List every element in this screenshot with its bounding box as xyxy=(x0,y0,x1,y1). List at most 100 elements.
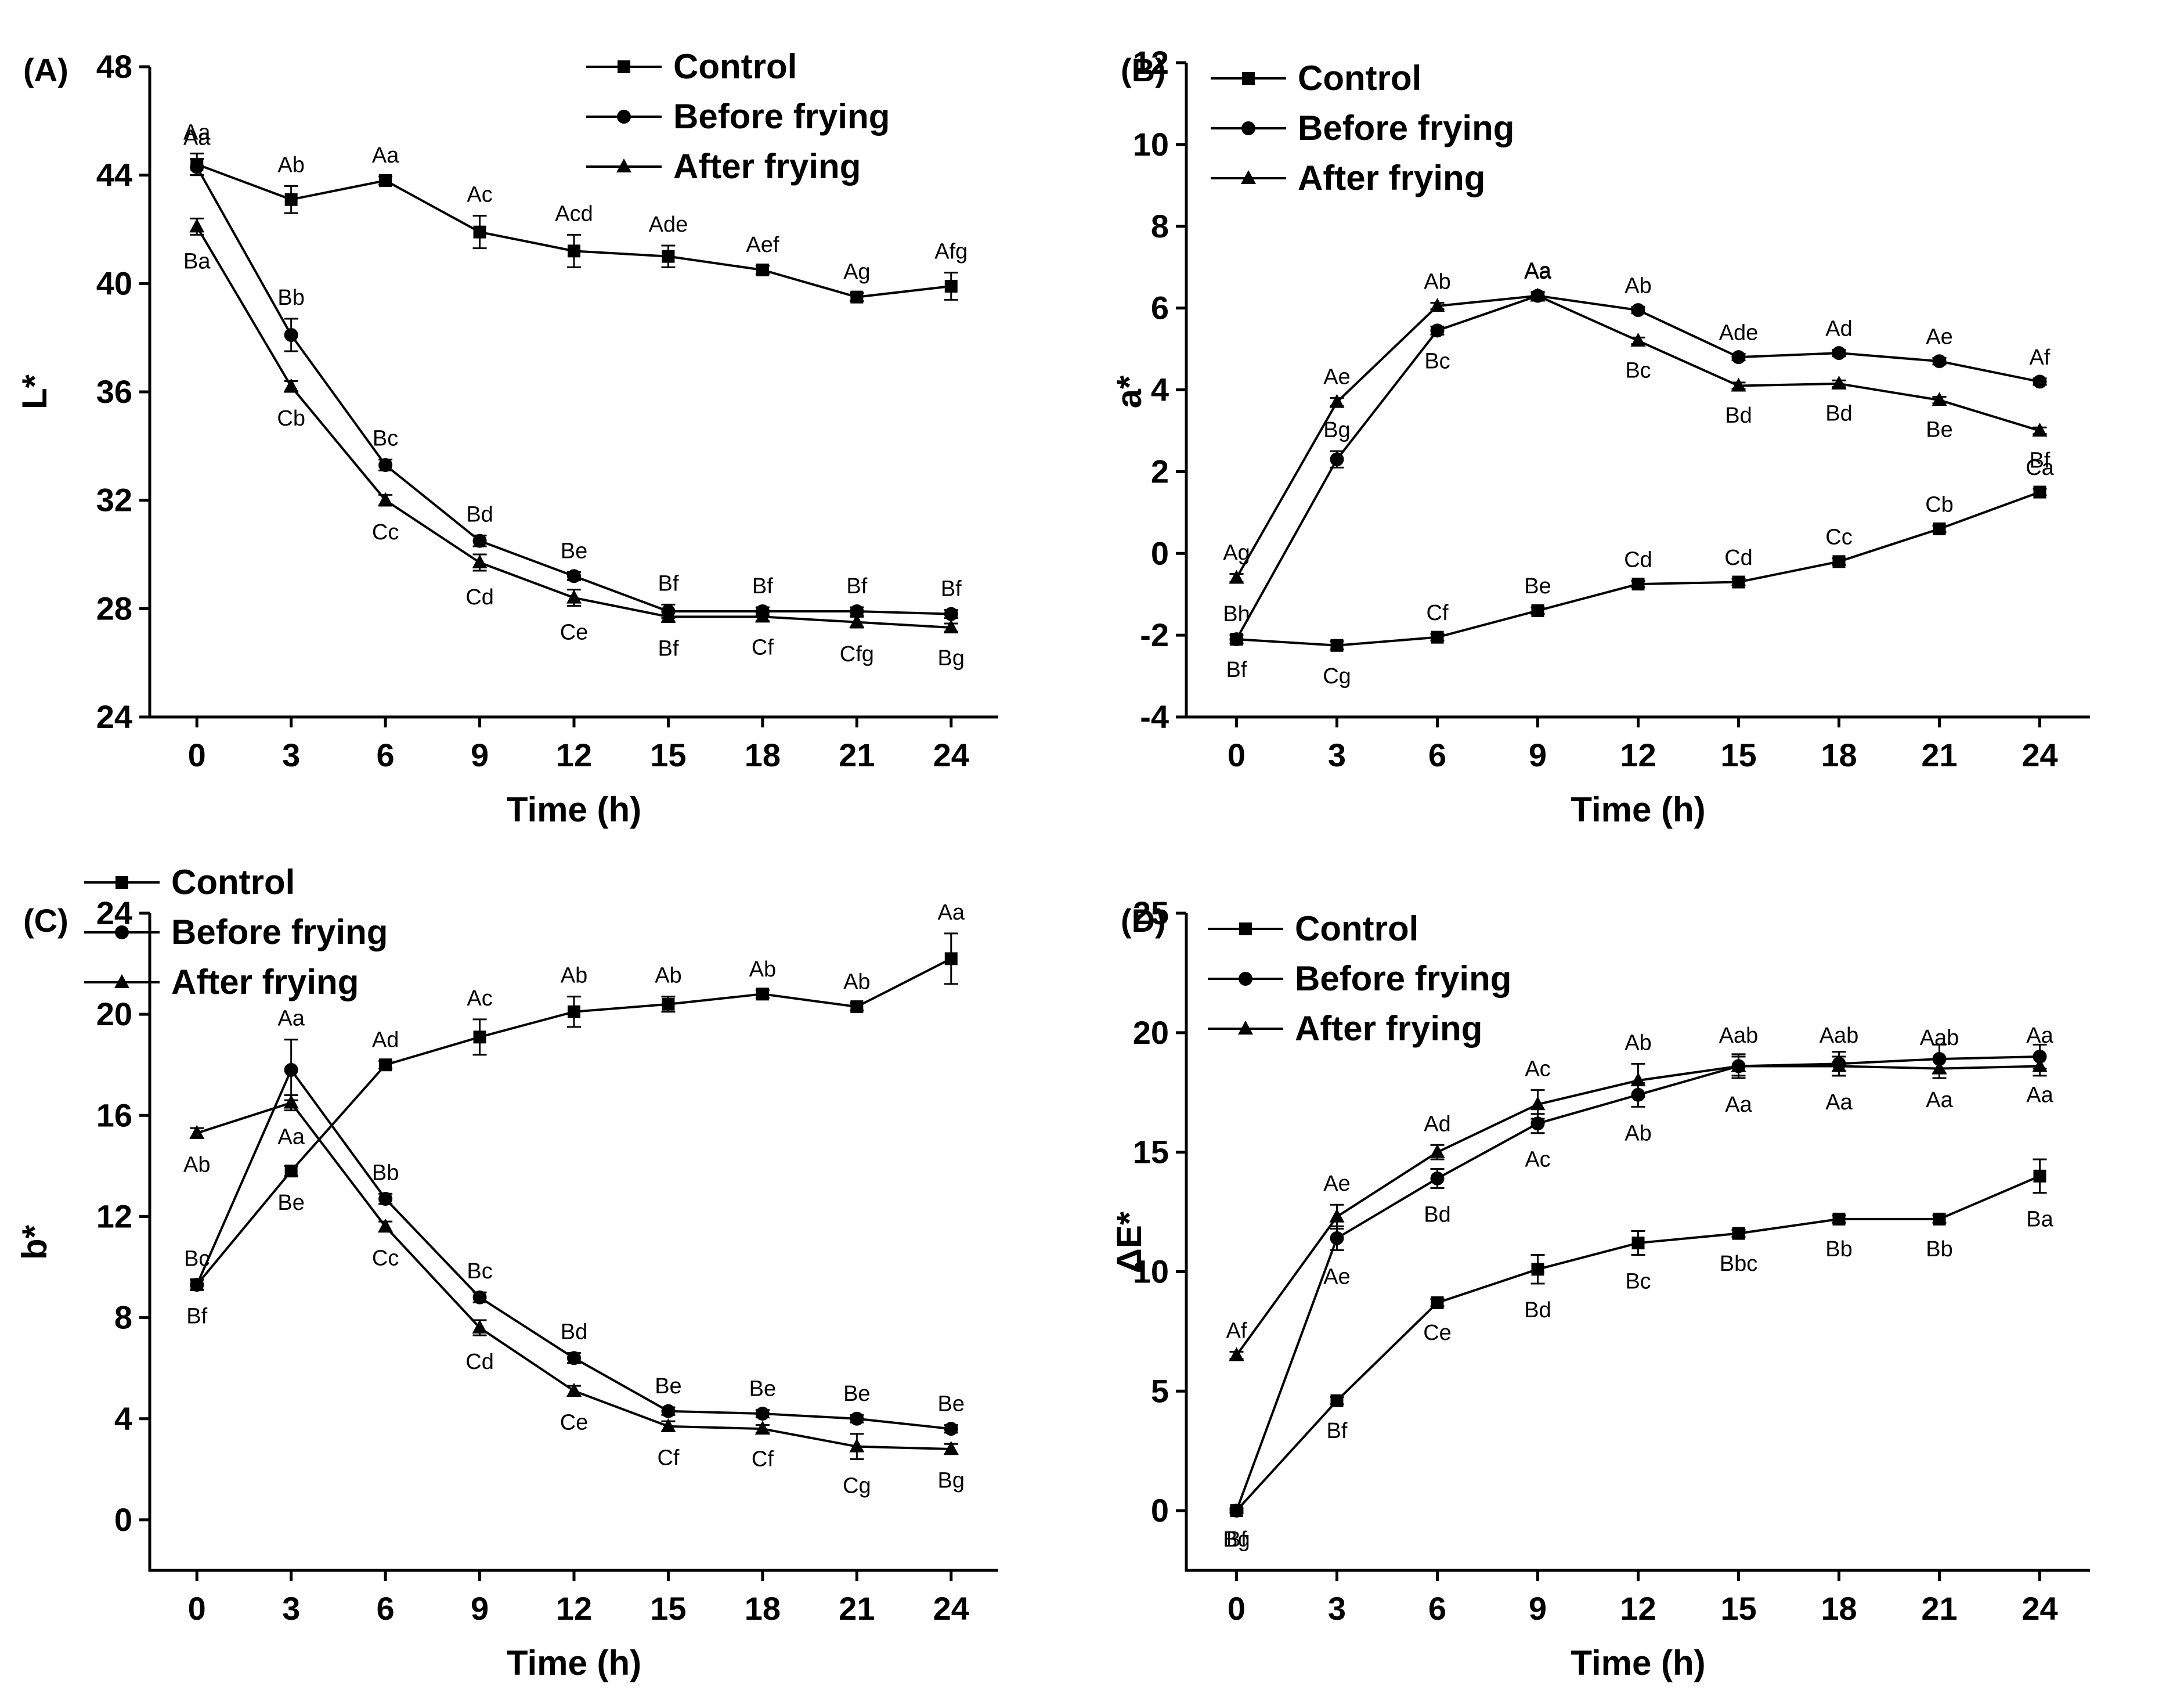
data-point xyxy=(2033,1169,2046,1183)
data-point xyxy=(472,534,487,548)
axis-frame xyxy=(148,67,998,719)
data-point xyxy=(1731,1058,1746,1072)
legend-marker xyxy=(1239,972,1252,986)
x-tick-label: 12 xyxy=(1620,1590,1656,1627)
significance-label: Acd xyxy=(555,201,593,226)
significance-label: Ab xyxy=(183,1152,210,1177)
series-before-frying: Aa Bb Bc Bd Be Bf Bf Bf Bf xyxy=(183,126,962,621)
legend-marker xyxy=(616,158,631,172)
significance-label: Aa xyxy=(1725,1093,1752,1117)
y-tick-label: 8 xyxy=(1151,208,1169,244)
x-tick-label: 15 xyxy=(650,737,686,773)
significance-label: Ab xyxy=(1625,274,1651,298)
x-tick-label: 3 xyxy=(1328,737,1346,773)
legend: Control Before frying After frying xyxy=(84,863,388,1001)
significance-label: Bb xyxy=(1825,1237,1852,1262)
significance-label: Aab xyxy=(1719,1024,1759,1048)
x-tick-label: 3 xyxy=(282,737,300,773)
significance-label: Bh xyxy=(1223,602,1250,626)
legend-label: After frying xyxy=(1298,158,1485,197)
series-control: Bf Cg Cf Be Cd Cd Cc Cb Ca xyxy=(1226,456,2055,689)
x-tick-label: 24 xyxy=(933,737,969,773)
data-point xyxy=(472,1290,487,1304)
significance-label: Bc xyxy=(1625,1270,1651,1294)
data-point xyxy=(944,280,958,293)
data-point xyxy=(660,1418,676,1432)
data-point xyxy=(378,1218,394,1232)
y-tick-label: 0 xyxy=(1151,535,1169,571)
significance-label: Ac xyxy=(1525,1148,1550,1172)
data-point xyxy=(566,1382,582,1397)
data-point xyxy=(284,328,298,342)
data-point xyxy=(473,225,486,239)
x-tick-label: 12 xyxy=(556,1590,592,1627)
significance-label: Ad xyxy=(1424,1112,1450,1136)
y-tick-label: 28 xyxy=(96,590,132,626)
legend-label: Control xyxy=(171,863,295,902)
series-line xyxy=(196,226,951,629)
data-point xyxy=(566,589,582,604)
x-tick-label: 24 xyxy=(2021,737,2057,773)
data-point xyxy=(850,290,864,304)
significance-label: Bg xyxy=(938,646,965,671)
data-point xyxy=(756,988,769,1001)
significance-label: Bg xyxy=(1223,1527,1250,1552)
x-tick-label: 9 xyxy=(471,1590,489,1627)
significance-label: Aa xyxy=(183,126,211,150)
significance-label: Bf xyxy=(658,637,678,661)
y-tick-label: -2 xyxy=(1140,617,1169,653)
x-tick-label: 21 xyxy=(839,1590,875,1627)
x-tick-label: 12 xyxy=(1620,737,1656,773)
y-tick-label: 10 xyxy=(1133,126,1169,163)
data-point xyxy=(1731,377,1746,392)
x-tick-label: 18 xyxy=(745,1590,781,1627)
significance-label: Bbc xyxy=(1720,1252,1757,1276)
data-point xyxy=(661,1404,676,1418)
y-tick-label: 24 xyxy=(96,698,132,735)
legend-label: Before frying xyxy=(673,97,890,136)
significance-label: Aa xyxy=(183,120,211,145)
data-point xyxy=(1229,570,1244,584)
significance-label: Cb xyxy=(1925,492,1954,517)
data-point xyxy=(1631,303,1645,318)
significance-label: Aa xyxy=(1524,260,1551,284)
significance-label: Ba xyxy=(2026,1208,2053,1232)
data-point xyxy=(660,608,676,623)
legend-label: After frying xyxy=(673,147,861,186)
data-point xyxy=(1530,1116,1545,1131)
significance-label: Cc xyxy=(372,520,399,545)
data-point xyxy=(2033,374,2047,389)
significance-label: Bg xyxy=(938,1469,965,1493)
x-axis-title: Time (h) xyxy=(507,1644,641,1682)
y-tick-label: 40 xyxy=(96,265,132,301)
data-point xyxy=(1831,1058,1847,1072)
significance-label: Aa xyxy=(277,1125,305,1149)
x-tick-label: 3 xyxy=(282,1590,300,1627)
significance-label: Bd xyxy=(466,502,493,527)
panel-label: (A) xyxy=(23,52,68,88)
data-point xyxy=(379,1058,392,1072)
data-point xyxy=(567,1351,581,1365)
significance-label: Be xyxy=(749,1377,776,1401)
data-point xyxy=(849,1438,865,1453)
legend-label: Control xyxy=(1298,59,1421,98)
significance-label: Bf xyxy=(752,574,773,599)
x-tick-label: 6 xyxy=(377,1590,395,1627)
series-after-frying: Af Ae Ad Ac Ab Aab Aab Aab Aa xyxy=(1226,1024,2054,1361)
y-tick-label: 4 xyxy=(1151,372,1169,408)
significance-label: Ab xyxy=(277,153,304,177)
x-tick-label: 18 xyxy=(1821,1590,1857,1627)
legend-label: After frying xyxy=(171,963,359,1001)
significance-label: Aa xyxy=(2026,1083,2053,1108)
data-point xyxy=(472,1320,488,1334)
significance-label: Be xyxy=(938,1392,965,1417)
x-tick-label: 18 xyxy=(745,737,781,773)
data-point xyxy=(1229,1347,1244,1361)
significance-label: Ce xyxy=(560,621,589,645)
x-tick-label: 0 xyxy=(1228,737,1246,773)
significance-label: Be xyxy=(561,539,587,563)
data-point xyxy=(944,607,958,621)
data-point xyxy=(567,569,581,583)
data-point xyxy=(1631,578,1645,591)
significance-label: Ag xyxy=(1223,540,1250,565)
